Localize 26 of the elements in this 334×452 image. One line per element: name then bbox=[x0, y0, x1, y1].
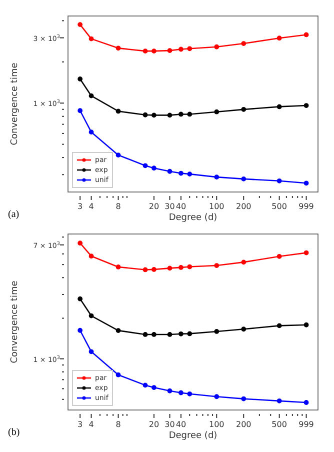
x-tick-label: 100 bbox=[209, 202, 224, 211]
y-axis-title: Convergence time bbox=[10, 280, 20, 364]
x-tick-label: 30 bbox=[164, 202, 175, 211]
x-axis-title: Degree (d) bbox=[168, 213, 218, 223]
text: (a) bbox=[8, 209, 20, 220]
x-tick-label: 3 bbox=[78, 420, 83, 429]
x-tick-label: 8 bbox=[116, 420, 121, 429]
x-tick-label: 500 bbox=[272, 420, 287, 429]
x-tick-label: 4 bbox=[88, 420, 94, 429]
x-tick-label: 20 bbox=[148, 420, 160, 429]
x-tick-label: 4 bbox=[88, 202, 94, 211]
x-tick-label: 999 bbox=[298, 420, 314, 429]
x-tick-label: 40 bbox=[176, 420, 186, 429]
x-tick-label: 100 bbox=[209, 420, 224, 429]
x-tick-label: 200 bbox=[236, 420, 252, 429]
x-tick-label: 3 bbox=[78, 202, 83, 211]
x-axis-title: Degree (d) bbox=[168, 431, 218, 441]
y-axis-title: Convergence time bbox=[10, 62, 20, 146]
x-tick-label: 40 bbox=[176, 202, 186, 211]
x-tick-label: 8 bbox=[116, 202, 121, 211]
x-tick-label: 30 bbox=[164, 420, 175, 429]
x-tick-label: 20 bbox=[148, 202, 160, 211]
x-tick-label: 500 bbox=[272, 202, 287, 211]
x-tick-label: 200 bbox=[236, 202, 252, 211]
text: (b) bbox=[8, 427, 20, 438]
x-tick-label: 999 bbox=[298, 202, 314, 211]
